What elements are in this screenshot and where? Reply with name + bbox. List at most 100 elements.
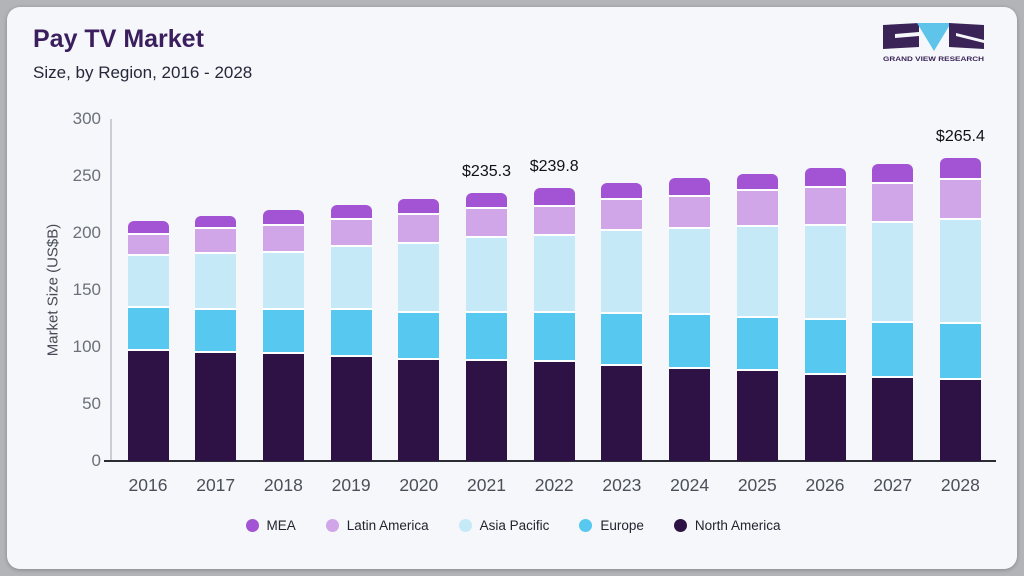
legend: MEA Latin America Asia Pacific Europe North … <box>7 518 1017 533</box>
bar-2019 <box>330 204 372 461</box>
legend-swatch-north-america <box>673 519 687 532</box>
bar-2017 <box>195 215 237 461</box>
bar-segment-latin-america-2020 <box>398 214 440 242</box>
bar-segment-north-america-2027 <box>872 378 914 461</box>
bar-segment-asia-pacific-2024 <box>669 229 711 314</box>
bar-2022 <box>533 187 575 461</box>
x-tick-2025: 2025 <box>737 475 777 495</box>
bar-2018 <box>262 210 304 461</box>
bar-segment-north-america-2017 <box>195 352 237 461</box>
bar-segment-latin-america-2023 <box>601 200 643 229</box>
bar-segment-mea-2020 <box>398 199 440 213</box>
bar-segment-mea-2027 <box>872 163 914 183</box>
legend-swatch-europe <box>579 519 593 532</box>
bar-2023 <box>601 182 643 461</box>
value-label-2028: $265.4 <box>935 128 985 146</box>
bar-segment-asia-pacific-2016 <box>127 255 169 306</box>
legend-label: Europe <box>600 518 644 533</box>
bar-segment-latin-america-2021 <box>466 208 507 237</box>
y-axis-line <box>110 119 112 461</box>
bar-2028 <box>939 158 981 461</box>
bar-segment-europe-2018 <box>262 310 304 353</box>
legend-label: Latin America <box>346 518 429 533</box>
x-tick-2017: 2017 <box>196 475 236 495</box>
bar-segment-europe-2020 <box>398 312 440 358</box>
bar-segment-north-america-2020 <box>398 359 440 461</box>
bar-segment-mea-2026 <box>804 168 846 187</box>
bar-segment-asia-pacific-2025 <box>736 227 778 317</box>
bar-segment-mea-2022 <box>533 187 575 205</box>
bar-segment-asia-pacific-2027 <box>872 222 914 321</box>
legend-label: MEA <box>266 518 296 533</box>
bar-segment-latin-america-2027 <box>872 184 914 221</box>
bar-segment-latin-america-2018 <box>262 225 304 251</box>
bar-segment-latin-america-2025 <box>736 191 778 226</box>
y-tick-0: 0 <box>91 451 101 470</box>
bar-segment-mea-2021 <box>466 192 507 207</box>
bar-segment-north-america-2019 <box>330 357 372 461</box>
y-tick-200: 200 <box>72 223 101 242</box>
x-tick-2028: 2028 <box>940 475 980 495</box>
legend-swatch-mea <box>245 519 259 532</box>
bar-segment-europe-2028 <box>939 323 981 378</box>
bar-segment-latin-america-2028 <box>939 179 981 218</box>
bar-segment-asia-pacific-2021 <box>466 238 507 311</box>
bar-segment-north-america-2028 <box>939 379 981 461</box>
legend-label: North America <box>694 518 781 533</box>
bar-segment-latin-america-2026 <box>804 188 846 224</box>
value-label-2022: $239.8 <box>529 157 579 175</box>
bar-segment-asia-pacific-2022 <box>533 235 575 311</box>
bar-segment-north-america-2023 <box>601 365 643 461</box>
bar-segment-europe-2022 <box>533 312 575 361</box>
logo-brand-text: GRAND VIEW RESEARCH <box>883 56 984 63</box>
bar-segment-north-america-2021 <box>466 361 507 461</box>
value-label-2021: $235.3 <box>462 162 511 180</box>
bar-segment-north-america-2018 <box>262 354 304 461</box>
bar-segment-europe-2016 <box>127 307 169 350</box>
bar-2025 <box>736 173 778 461</box>
legend-swatch-asia-pacific <box>458 519 472 532</box>
legend-item-latin-america: Latin America <box>325 518 429 533</box>
bar-segment-europe-2024 <box>669 315 711 368</box>
x-tick-2019: 2019 <box>331 475 371 495</box>
x-tick-2020: 2020 <box>399 475 439 495</box>
bar-segment-mea-2016 <box>127 220 169 233</box>
bar-segment-europe-2026 <box>804 320 846 373</box>
legend-swatch-latin-america <box>325 519 339 532</box>
bar-2024 <box>669 178 711 461</box>
bar-segment-mea-2024 <box>669 178 711 195</box>
bar-segment-europe-2021 <box>466 312 507 360</box>
x-axis-labels: 2016 2017 2018 2019 2020 2021 2022 2023 2024 2025… <box>111 475 995 499</box>
chart-card: Pay TV Market Size, by Region, 2016 - 20… <box>7 7 1017 569</box>
y-tick-150: 150 <box>72 280 101 299</box>
bar-segment-asia-pacific-2028 <box>939 219 981 322</box>
bar-segment-asia-pacific-2023 <box>601 230 643 312</box>
bar-segment-latin-america-2017 <box>195 228 237 252</box>
bar-segment-latin-america-2016 <box>127 235 169 254</box>
x-tick-2021: 2021 <box>467 475 506 495</box>
y-tick-300: 300 <box>72 109 101 128</box>
bar-segment-mea-2019 <box>330 204 372 218</box>
bar-segment-latin-america-2019 <box>330 219 372 246</box>
bar-segment-asia-pacific-2019 <box>330 247 372 308</box>
x-tick-2018: 2018 <box>263 475 303 495</box>
bar-segment-europe-2017 <box>195 310 237 351</box>
bar-2021 <box>466 192 507 461</box>
x-tick-2026: 2026 <box>805 475 845 495</box>
page-title: Pay TV Market <box>33 25 204 53</box>
gvr-logo-icon: GRAND VIEW RESEARCH <box>883 23 984 63</box>
bar-2016 <box>127 220 169 461</box>
chart-subtitle: Size, by Region, 2016 - 2028 <box>33 63 253 82</box>
bar-segment-europe-2025 <box>736 318 778 370</box>
x-tick-2022: 2022 <box>534 475 574 495</box>
bar-segment-asia-pacific-2017 <box>195 253 237 308</box>
legend-item-europe: Europe <box>579 518 644 533</box>
bar-segment-europe-2019 <box>330 310 372 356</box>
bar-2026 <box>804 168 846 461</box>
y-axis-ticks: 0 50 100 150 200 250 300 <box>7 109 101 470</box>
plot-area: $235.3 $239.8 $265.4 <box>111 119 995 461</box>
x-axis-line <box>104 460 996 462</box>
y-tick-50: 50 <box>82 394 101 413</box>
x-tick-2027: 2027 <box>873 475 913 495</box>
bar-segment-mea-2025 <box>736 173 778 190</box>
